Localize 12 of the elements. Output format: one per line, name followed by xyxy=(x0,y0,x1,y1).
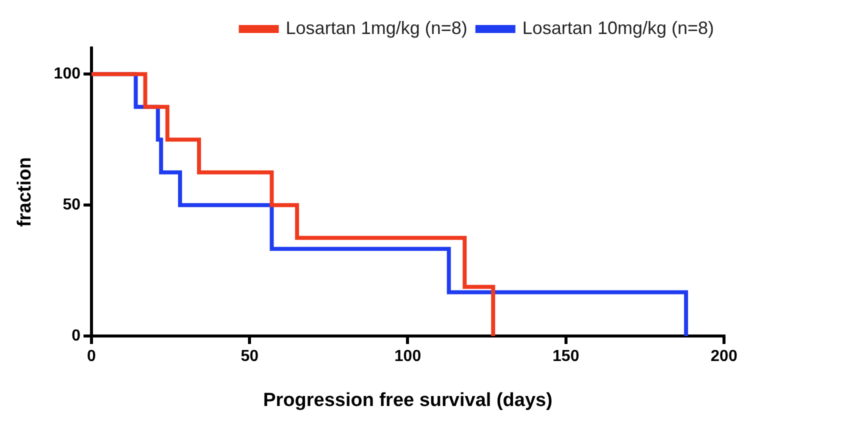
x-tick-label: 100 xyxy=(394,348,422,366)
legend-label: Losartan 10mg/kg (n=8) xyxy=(522,18,714,38)
x-tick-label: 200 xyxy=(710,348,738,366)
y-tick-label: 50 xyxy=(62,196,81,214)
y-axis-title: fraction xyxy=(14,157,36,227)
y-tick-label: 100 xyxy=(54,66,81,83)
x-tick-label: 150 xyxy=(552,348,580,366)
y-tick-label: 0 xyxy=(72,327,81,344)
x-tick-label: 0 xyxy=(87,348,96,366)
x-axis-title: Progression free survival (days) xyxy=(263,390,552,411)
legend-label: Losartan 1mg/kg (n=8) xyxy=(286,18,468,38)
x-tick-label: 50 xyxy=(240,348,259,366)
